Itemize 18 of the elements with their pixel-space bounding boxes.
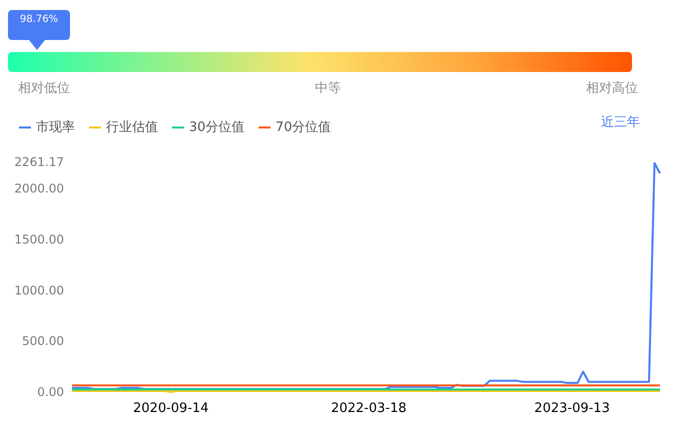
- y-tick-label: 1500.00: [14, 232, 64, 246]
- x-tick-label: 2020-09-14: [133, 401, 209, 416]
- y-tick-label: 500.00: [22, 334, 64, 348]
- y-tick-label: 0.00: [37, 385, 64, 399]
- legend-label: 70分位值: [276, 120, 332, 135]
- x-tick-label: 2023-09-13: [534, 401, 610, 416]
- legend-label: 行业估值: [106, 120, 158, 135]
- text: 中等: [315, 80, 341, 97]
- text: 相对低位: [18, 80, 70, 97]
- line-series: [71, 162, 661, 390]
- legend-label: 30分位值: [189, 120, 245, 135]
- x-tick-label: 2022-03-18: [330, 401, 407, 416]
- y-tick-label: 2261.17: [14, 155, 64, 169]
- y-tick-label: 2000.00: [14, 182, 64, 196]
- text: 相对高位: [586, 80, 638, 97]
- y-tick-label: 1000.00: [14, 283, 64, 298]
- text: 近三年: [601, 115, 640, 130]
- legend-label: 市现率: [36, 119, 75, 135]
